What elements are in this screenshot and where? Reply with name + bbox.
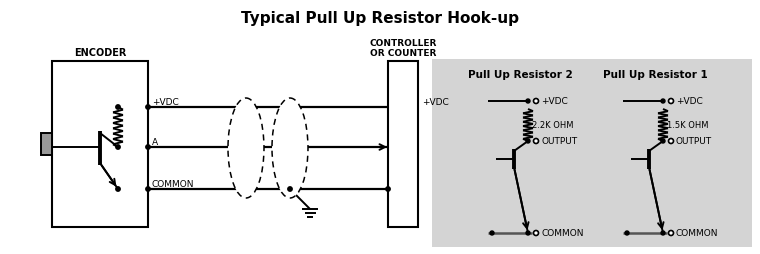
Text: 1.5K OHM: 1.5K OHM: [667, 121, 708, 130]
Circle shape: [669, 99, 673, 104]
Text: +VDC: +VDC: [422, 98, 448, 107]
Circle shape: [534, 139, 539, 144]
Bar: [52, 62, 148, 227]
Ellipse shape: [272, 99, 308, 198]
Text: +VDC: +VDC: [676, 97, 703, 106]
Bar: [432, 60, 752, 247]
Circle shape: [116, 145, 120, 150]
Circle shape: [661, 231, 665, 235]
Text: 2.2K OHM: 2.2K OHM: [532, 121, 574, 130]
Circle shape: [534, 99, 539, 104]
Ellipse shape: [228, 99, 264, 198]
Circle shape: [669, 139, 673, 144]
Circle shape: [526, 100, 530, 104]
Text: OUTPUT: OUTPUT: [541, 137, 577, 146]
Circle shape: [526, 231, 530, 235]
Circle shape: [534, 231, 539, 235]
Circle shape: [669, 231, 673, 235]
Bar: [388, 62, 418, 227]
Text: CONTROLLER
OR COUNTER: CONTROLLER OR COUNTER: [369, 38, 437, 58]
Circle shape: [490, 231, 494, 235]
Circle shape: [146, 187, 150, 192]
Circle shape: [661, 100, 665, 104]
Bar: [41, 133, 52, 155]
Text: +VDC: +VDC: [541, 97, 568, 106]
Circle shape: [386, 187, 390, 192]
Text: Pull Up Resistor 2: Pull Up Resistor 2: [467, 70, 572, 80]
Circle shape: [146, 145, 150, 150]
Text: A: A: [152, 137, 158, 146]
Text: +VDC: +VDC: [152, 98, 179, 107]
Text: COMMON: COMMON: [541, 229, 584, 237]
Text: Typical Pull Up Resistor Hook-up: Typical Pull Up Resistor Hook-up: [241, 11, 519, 26]
Text: ENCODER: ENCODER: [74, 48, 126, 58]
Text: COMMON: COMMON: [676, 229, 718, 237]
Circle shape: [526, 139, 530, 144]
Circle shape: [146, 105, 150, 110]
Text: COMMON: COMMON: [152, 179, 195, 188]
Circle shape: [116, 187, 120, 192]
Circle shape: [661, 139, 665, 144]
Circle shape: [116, 105, 120, 110]
Text: Pull Up Resistor 1: Pull Up Resistor 1: [603, 70, 708, 80]
Circle shape: [625, 231, 629, 235]
Text: OUTPUT: OUTPUT: [676, 137, 712, 146]
Circle shape: [288, 187, 292, 192]
